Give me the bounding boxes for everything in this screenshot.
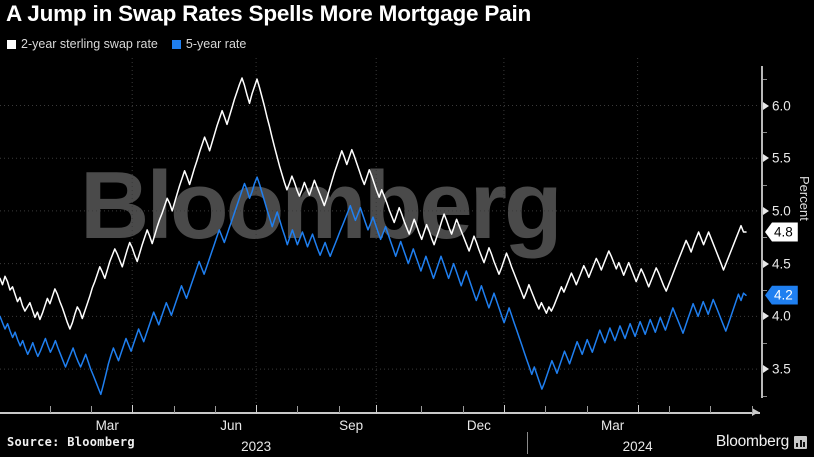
value-callout-blue: 4.2 (765, 285, 798, 305)
y-minor-tick (763, 131, 767, 133)
y-tick-arrow (763, 259, 769, 268)
y-minor-tick (763, 79, 767, 81)
plot-area: Bloomberg (0, 58, 760, 406)
y-minor-tick (763, 342, 767, 344)
x-minor-tick (545, 406, 547, 413)
legend-label-2-year: 2-year sterling swap rate (21, 37, 158, 51)
x-major-tick (637, 405, 639, 414)
y-tick-arrow (763, 206, 769, 215)
y-axis-title: Percent (797, 176, 812, 221)
y-tick-label: 3.5 (772, 361, 791, 377)
y-minor-tick (763, 184, 767, 186)
x-year-label: 2024 (622, 439, 653, 454)
x-minor-tick (90, 406, 92, 413)
y-tick-arrow (763, 365, 769, 374)
x-tick-label: Mar (600, 418, 625, 433)
year-separator (526, 432, 528, 454)
y-tick-label: 4.5 (772, 256, 791, 272)
y-minor-tick (763, 290, 767, 291)
chart-legend: 2-year sterling swap rate 5-year rate (7, 37, 246, 51)
y-tick-label: 5.0 (772, 203, 791, 219)
y-axis-line (761, 66, 763, 398)
y-tick-label: 6.0 (772, 98, 791, 113)
x-major-tick (503, 405, 505, 414)
y-tick-label: 5.5 (772, 150, 791, 166)
x-year-label: 2023 (241, 439, 272, 454)
x-axis-arrow (752, 408, 759, 416)
legend-swatch-white (7, 39, 16, 49)
legend-swatch-blue (171, 39, 181, 49)
x-minor-tick (586, 406, 588, 413)
x-minor-tick (710, 406, 712, 413)
x-tick-label: Mar (95, 418, 119, 433)
y-tick-label: 4.0 (772, 308, 791, 324)
y-tick-arrow (763, 312, 769, 321)
bloomberg-brand: Bloomberg (716, 433, 807, 451)
x-minor-tick (49, 406, 51, 413)
y-tick-arrow (763, 101, 769, 110)
x-axis: Mar Jun Sep Dec Mar 2023 2024 (0, 404, 760, 454)
series-lines (0, 58, 760, 406)
x-minor-tick (669, 406, 671, 413)
brand-text: Bloomberg (715, 433, 789, 450)
legend-item-2-year[interactable]: 2-year sterling swap rate (7, 37, 158, 51)
x-major-tick (256, 405, 258, 414)
x-minor-tick (462, 406, 464, 413)
y-minor-tick (763, 237, 767, 239)
x-minor-tick (338, 406, 340, 413)
source-label: Source: Bloomberg (7, 435, 135, 449)
chart-footer: Source: Bloomberg Bloomberg (0, 431, 814, 457)
x-major-tick (132, 405, 134, 414)
value-callout-white: 4.8 (765, 222, 798, 242)
chart-title: A Jump in Swap Rates Spells More Mortgag… (6, 1, 532, 26)
x-tick-label: Sep (339, 418, 364, 433)
x-axis-line (0, 412, 760, 414)
y-minor-tick (763, 395, 767, 397)
y-tick-arrow (763, 154, 769, 163)
x-tick-label: Dec (466, 418, 491, 433)
bar-chart-icon (794, 435, 807, 449)
x-major-tick (376, 405, 378, 414)
y-axis: 3.5 4.0 4.5 5.0 5.5 6.0 Percent 4.8 4.2 (757, 58, 814, 406)
x-minor-tick (751, 406, 753, 413)
x-minor-tick (214, 406, 216, 413)
legend-label-5-year: 5-year rate (185, 37, 247, 51)
x-minor-tick (173, 406, 175, 413)
x-minor-tick (421, 406, 423, 413)
x-tick-label: Jun (220, 418, 242, 433)
bloomberg-watermark: Bloomberg (80, 152, 563, 259)
legend-item-5-year[interactable]: 5-year rate (171, 37, 247, 51)
x-minor-tick (297, 406, 299, 413)
